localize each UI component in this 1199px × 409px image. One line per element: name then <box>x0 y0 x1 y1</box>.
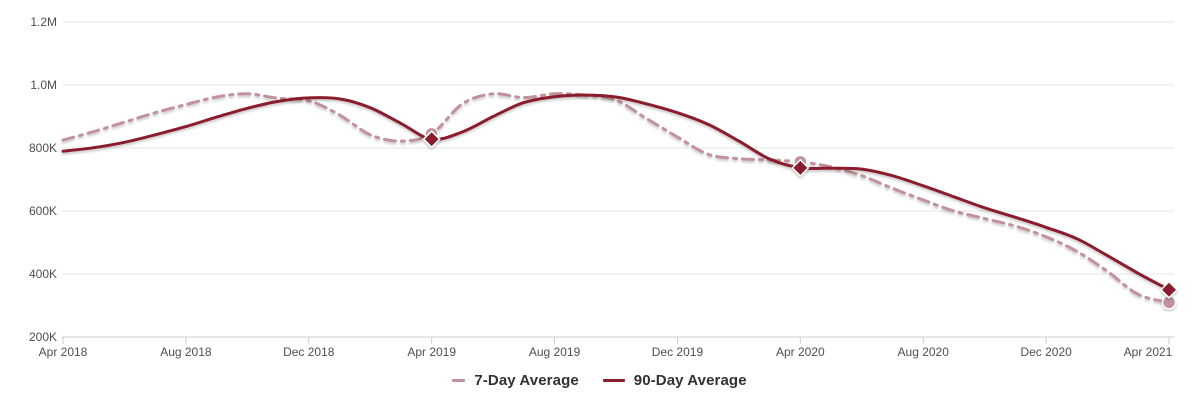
legend-label: 7-Day Average <box>474 371 579 389</box>
data-point-marker-diamond[interactable] <box>422 130 441 149</box>
x-axis-label: Dec 2019 <box>652 345 704 359</box>
legend-swatch-dashed-line <box>452 378 466 382</box>
data-point-marker-diamond[interactable] <box>791 158 810 177</box>
legend-label: 90-Day Average <box>633 371 747 389</box>
data-point-marker-diamond[interactable] <box>1159 280 1179 299</box>
legend-item-90-day-average[interactable]: 90-Day Average <box>602 371 747 389</box>
x-axis-label: Aug 2018 <box>160 345 212 359</box>
legend-item-7-day-average[interactable]: 7-Day Average <box>452 371 579 389</box>
y-axis-label: 400K <box>29 267 57 281</box>
x-axis-label: Apr 2020 <box>776 345 825 359</box>
x-axis-label: Dec 2020 <box>1020 345 1072 359</box>
x-axis-label: Aug 2020 <box>898 345 950 359</box>
y-axis-label: 800K <box>29 141 57 155</box>
y-axis-label: 1.0M <box>30 78 57 92</box>
series-line-7-day-average <box>61 92 1171 304</box>
chart-legend: 7-Day Average 90-Day Average <box>0 368 1199 392</box>
y-axis-label: 200K <box>29 330 57 344</box>
x-axis-label: Apr 2018 <box>39 345 88 359</box>
x-axis-label: Apr 2021 <box>1124 345 1173 359</box>
x-axis-label: Aug 2019 <box>529 345 581 359</box>
legend-swatch-solid-line <box>602 378 625 382</box>
x-axis-label: Dec 2018 <box>283 345 335 359</box>
x-axis-label: Apr 2019 <box>407 345 456 359</box>
y-axis-label: 1.2M <box>30 15 57 29</box>
y-axis-label: 600K <box>29 204 57 218</box>
series-line-90-day-average <box>61 93 1171 292</box>
line-chart-canvas: 200K 400K 600K 800K 1.0M 1.2M Apr 2018 Aug 2018… <box>29 15 1179 359</box>
